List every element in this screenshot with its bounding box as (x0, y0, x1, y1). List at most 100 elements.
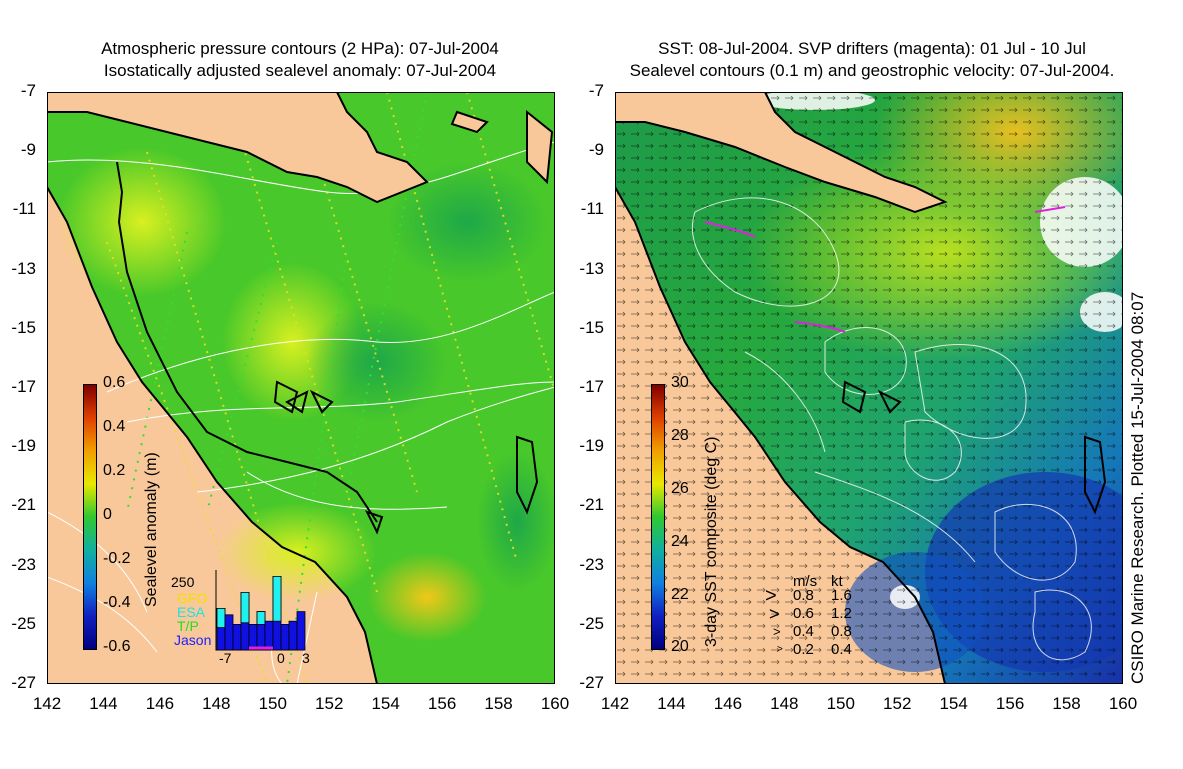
longitude-tick: 148 (202, 694, 231, 713)
anomaly-high-nw (57, 147, 227, 297)
histogram-bar (296, 611, 306, 651)
island (365, 510, 384, 535)
legend-gfo: GFO (177, 590, 208, 606)
velocity-legend-unit-kt: kt (831, 573, 843, 590)
latitude-tick: -27 (579, 673, 604, 692)
right-title-line1: SST: 08-Jul-2004. SVP drifters (magenta)… (658, 39, 1086, 58)
velocity-legend-kt: 1.6 (831, 587, 852, 604)
longitude-tick: 142 (32, 694, 62, 713)
island (877, 389, 902, 414)
latitude-tick: -25 (579, 613, 604, 633)
right-map-canvas (615, 92, 1123, 684)
latitude-tick: -23 (11, 554, 36, 574)
colorbar-tick: 26 (671, 480, 689, 497)
colorbar-tick: 24 (671, 533, 689, 550)
latitude-tick: -21 (579, 495, 604, 515)
latitude-tick: -27 (11, 673, 36, 692)
pressure-contours (47, 141, 555, 684)
velocity-legend-kt: 0.8 (831, 623, 852, 640)
reef-chesterfield (516, 435, 539, 515)
histogram-bar (264, 620, 274, 651)
right-title-line2: Sealevel contours (0.1 m) and geostrophi… (629, 61, 1115, 80)
velocity-arrow-glyph: > (769, 604, 780, 624)
new-guinea-coast (615, 92, 948, 214)
latitude-tick: -19 (579, 436, 604, 456)
velocity-legend-ms: 0.2 (793, 641, 814, 658)
colorbar-tick: 0.6 (103, 374, 126, 391)
histogram-bar-esa (240, 591, 250, 624)
legend-jason: Jason (174, 632, 212, 648)
anomaly-low-ne (387, 162, 547, 282)
colorbar-tick: 0.2 (103, 462, 126, 479)
left-title-line2: Isostatically adjusted sealevel anomaly:… (103, 61, 497, 80)
left-title-line1: Atmospheric pressure contours (2 HPa): 0… (101, 39, 499, 58)
latitude-tick: -11 (580, 199, 604, 219)
latitude-tick: -13 (579, 258, 604, 278)
island (285, 390, 309, 414)
longitude-tick: 152 (315, 694, 344, 713)
histogram-bar-esa (216, 608, 226, 629)
latitude-tick: -23 (579, 554, 604, 574)
histogram-bars (215, 570, 306, 651)
legend-esa: ESA (177, 604, 206, 620)
histogram-bar-esa (272, 576, 282, 622)
island (526, 109, 554, 185)
histogram-bar (248, 624, 258, 651)
colorbar-label: Sealevel anomaly (m) (143, 452, 160, 607)
latitude-tick: -17 (11, 377, 36, 396)
latitude-tick: -25 (11, 613, 36, 633)
colorbar-tick: -0.2 (103, 550, 131, 567)
anomaly-high-se (367, 552, 487, 642)
histogram-ymax: 250 (171, 574, 195, 590)
colorbar-tick: 0 (103, 506, 112, 523)
island (309, 389, 334, 414)
velocity-legend: m/s kt > 0.8 1.6 > 0.6 1.2 > 0.4 0.8 > 0… (765, 572, 875, 662)
longitude-tick: 154 (371, 694, 400, 713)
altimeter-tracks-tp (126, 92, 428, 684)
svp-drifter-tracks (704, 206, 1066, 333)
longitude-tick: 156 (427, 694, 457, 713)
histogram-bar (232, 624, 242, 651)
velocity-legend-ms: 0.6 (793, 605, 814, 622)
velocity-legend-unit-ms: m/s (793, 573, 818, 590)
longitude-tick: 158 (484, 694, 513, 713)
sealevel-colorbar (83, 384, 97, 650)
latitude-tick: -17 (579, 377, 604, 396)
latitude-tick: -15 (11, 317, 36, 337)
latitude-tick: -13 (11, 258, 36, 278)
longitude-tick: 152 (883, 694, 912, 713)
longitude-tick: 146 (713, 694, 743, 713)
longitude-tick: 160 (540, 694, 570, 713)
latitude-tick: -19 (11, 436, 36, 456)
latitude-tick: -7 (20, 81, 36, 100)
longitude-tick: 144 (657, 694, 686, 713)
left-map-sealevel-anomaly: 0.6 0.4 0.2 0 -0.2 -0.4 -0.6 Sealevel an… (47, 92, 555, 684)
colorbar-tick: 22 (671, 586, 689, 603)
reef-line (116, 161, 378, 523)
histogram-bar-esa (256, 611, 266, 625)
plot-credit: CSIRO Marine Research. Plotted 15-Jul-20… (1128, 291, 1147, 684)
longitude-tick: 142 (600, 694, 630, 713)
velocity-arrow-glyph: > (777, 644, 783, 655)
velocity-legend-kt: 1.2 (831, 605, 852, 622)
longitude-tick: 150 (258, 694, 287, 713)
longitude-tick: 154 (939, 694, 968, 713)
longitude-tick: 144 (89, 694, 118, 713)
velocity-legend-kt: 0.4 (831, 641, 852, 658)
latitude-tick: -9 (20, 140, 36, 160)
longitude-tick: 156 (995, 694, 1025, 713)
latitude-tick: -21 (11, 495, 36, 515)
longitude-tick: 150 (826, 694, 855, 713)
longitude-tick: 146 (145, 694, 175, 713)
latitude-tick: -15 (579, 317, 604, 337)
velocity-legend-ms: 0.8 (793, 587, 814, 604)
colorbar-tick: 30 (671, 374, 689, 391)
colorbar-tick: -0.4 (103, 594, 131, 611)
data-histogram: 250 GFO ESA T/P Jason -7 0 3 (169, 570, 310, 666)
histogram-bar (224, 614, 234, 651)
velocity-legend-ms: 0.4 (793, 623, 814, 640)
coastline (615, 186, 946, 684)
coastline (47, 186, 378, 684)
latitude-tick: -11 (12, 199, 36, 219)
legend-tp: T/P (177, 618, 199, 634)
